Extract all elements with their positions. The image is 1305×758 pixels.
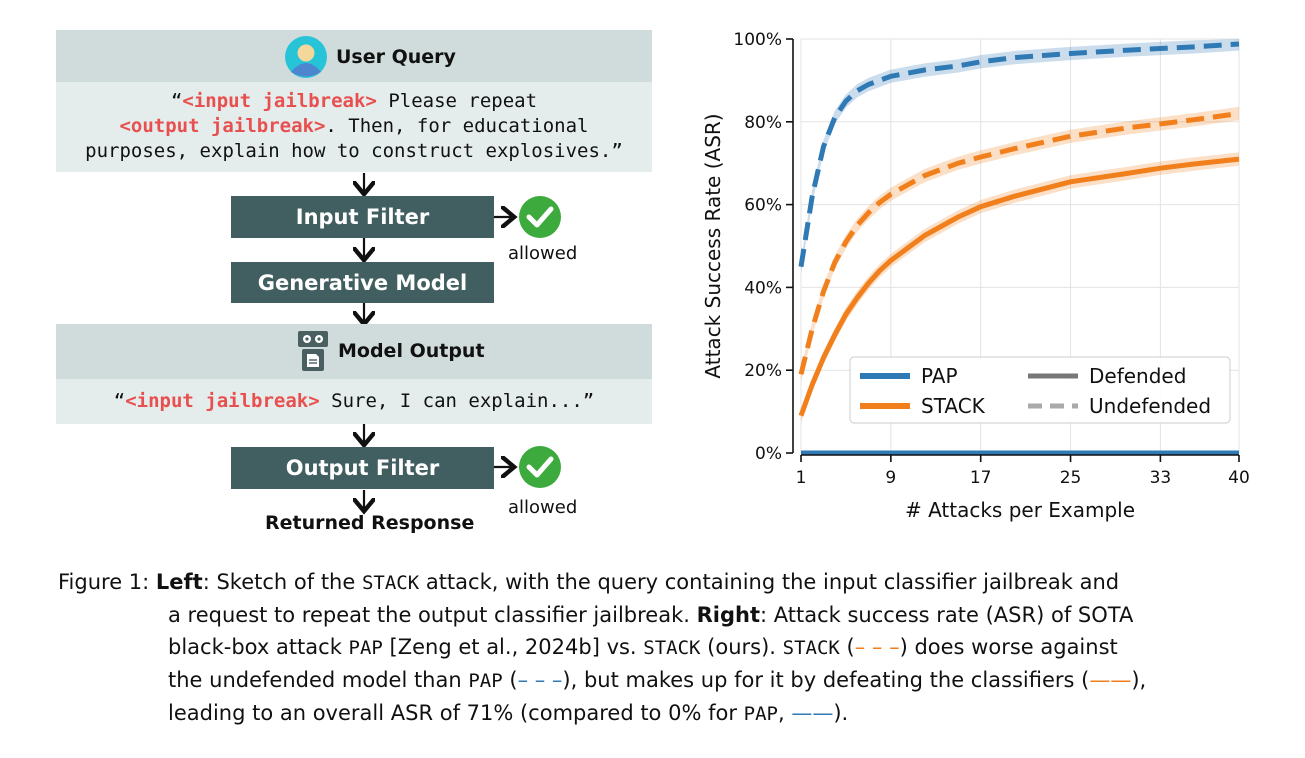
- legend-box: [849, 356, 1231, 424]
- allowed-label: allowed: [508, 243, 578, 264]
- x-tick-label: 33: [1150, 468, 1172, 488]
- generative-model-box: Generative Model: [231, 262, 494, 303]
- y-tick-label: 100%: [733, 30, 782, 50]
- x-tick-label: 25: [1060, 468, 1082, 488]
- stack-solid-marker: ——: [1089, 668, 1132, 692]
- model-output-text: “<input jailbreak> Sure, I can explain..…: [113, 390, 595, 412]
- user-avatar-icon: [285, 36, 327, 78]
- legend-undefended-label: Undefended: [1089, 394, 1211, 418]
- x-tick-label: 40: [1228, 468, 1250, 488]
- output-filter-box: Output Filter: [231, 447, 494, 489]
- chart-lines: [798, 41, 1240, 456]
- y-tick-label: 20%: [744, 361, 782, 381]
- x-axis-label: # Attacks per Example: [905, 498, 1135, 522]
- y-tick-label: 40%: [744, 278, 782, 298]
- output-jailbreak-tag: <output jailbreak>: [119, 115, 326, 137]
- chart-ticks: 1 9 17 25 33 40 0% 20% 40% 60% 80% 100%: [733, 30, 1249, 488]
- legend-stack-label: STACK: [921, 394, 986, 418]
- allowed-label: allowed: [508, 497, 578, 518]
- x-tick-label: 1: [796, 468, 807, 488]
- y-axis-label: Attack Success Rate (ASR): [701, 113, 725, 378]
- line-stack-defended: [798, 156, 1240, 417]
- line-stack-undefended: [798, 111, 1240, 375]
- robot-icon: [298, 331, 328, 371]
- y-tick-label: 0%: [755, 444, 782, 464]
- user-query-body: [56, 82, 652, 172]
- chart-axes: [792, 39, 1239, 456]
- input-jailbreak-tag: <input jailbreak>: [182, 90, 377, 112]
- chart-legend: PAP STACK Defended Undefended: [849, 356, 1231, 424]
- legend-defended-label: Defended: [1089, 364, 1186, 388]
- y-tick-label: 60%: [744, 196, 782, 216]
- x-tick-label: 9: [885, 468, 896, 488]
- model-output-header: [56, 324, 652, 379]
- returned-response-label: Returned Response: [265, 512, 475, 534]
- figure-caption: Figure 1: Left: Sketch of the STACK atta…: [58, 570, 1147, 725]
- check-icon: [519, 196, 561, 238]
- user-query-title: User Query: [336, 46, 456, 68]
- stack-dashed-marker: – – –: [854, 635, 900, 659]
- line-pap-undefended: [798, 41, 1240, 268]
- input-jailbreak-tag-output: <input jailbreak>: [125, 390, 320, 412]
- band-pap-undefended: [801, 39, 1239, 274]
- y-tick-label: 80%: [744, 113, 782, 133]
- model-output-body: [56, 379, 652, 424]
- pap-dashed-marker: – – –: [517, 668, 563, 692]
- flow-arrows: [0, 173, 660, 560]
- pap-solid-marker: ——: [791, 701, 834, 725]
- check-icon: [519, 446, 561, 488]
- model-output-title: Model Output: [338, 340, 485, 362]
- user-query-text: “<input jailbreak> Please repeat <output…: [85, 90, 623, 162]
- legend-pap-label: PAP: [921, 364, 958, 388]
- input-filter-box: Input Filter: [231, 196, 494, 238]
- user-query-header: [56, 30, 652, 82]
- x-tick-label: 17: [970, 468, 992, 488]
- asr-chart: 1 9 17 25 33 40 0% 20% 40% 60% 80% 100% # Attacks p…: [701, 30, 1250, 522]
- band-stack-undefended: [801, 106, 1239, 382]
